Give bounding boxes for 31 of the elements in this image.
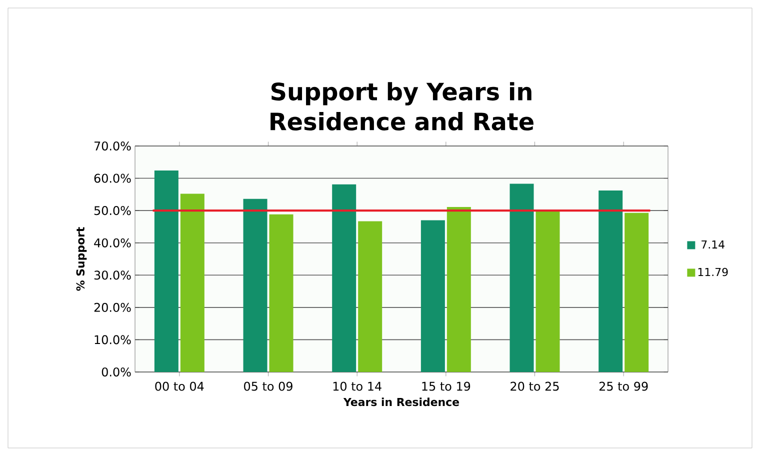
- y-tick-label: 0.0%: [102, 367, 131, 377]
- x-tick-label: 05 to 09: [244, 382, 292, 391]
- bar: [154, 170, 178, 372]
- y-tick-label: 70.0%: [94, 141, 131, 151]
- bar: [420, 220, 445, 372]
- bar: [180, 194, 204, 372]
- y-tick-label: 30.0%: [94, 270, 131, 280]
- bar: [243, 198, 268, 372]
- bar: [598, 190, 623, 372]
- bar: [358, 221, 382, 372]
- y-tick-label: 20.0%: [94, 302, 131, 312]
- bar: [624, 212, 649, 372]
- bar: [332, 184, 356, 372]
- bar: [510, 184, 534, 372]
- bar: [536, 211, 560, 372]
- legend-label: 7.14: [702, 240, 724, 248]
- bar: [446, 207, 471, 372]
- y-tick-label: 10.0%: [94, 335, 131, 344]
- x-tick-label: 00 to 04: [155, 382, 204, 391]
- x-tick-label: 10 to 14: [333, 382, 382, 391]
- y-axis-title: % Support: [76, 227, 87, 291]
- x-tick-label: 25 to 99: [599, 382, 648, 391]
- x-tick-label: 20 to 25: [510, 382, 559, 391]
- x-axis-title: Years in Residence: [343, 398, 459, 406]
- legend-label: 11.79: [698, 268, 728, 276]
- bar: [269, 214, 294, 372]
- y-tick-label: 60.0%: [94, 174, 131, 183]
- chart-title: Support by Years in Residence and Rate: [270, 82, 534, 130]
- y-tick-label: 50.0%: [94, 206, 131, 216]
- x-tick-label: 15 to 19: [422, 382, 470, 391]
- y-tick-label: 40.0%: [94, 238, 131, 248]
